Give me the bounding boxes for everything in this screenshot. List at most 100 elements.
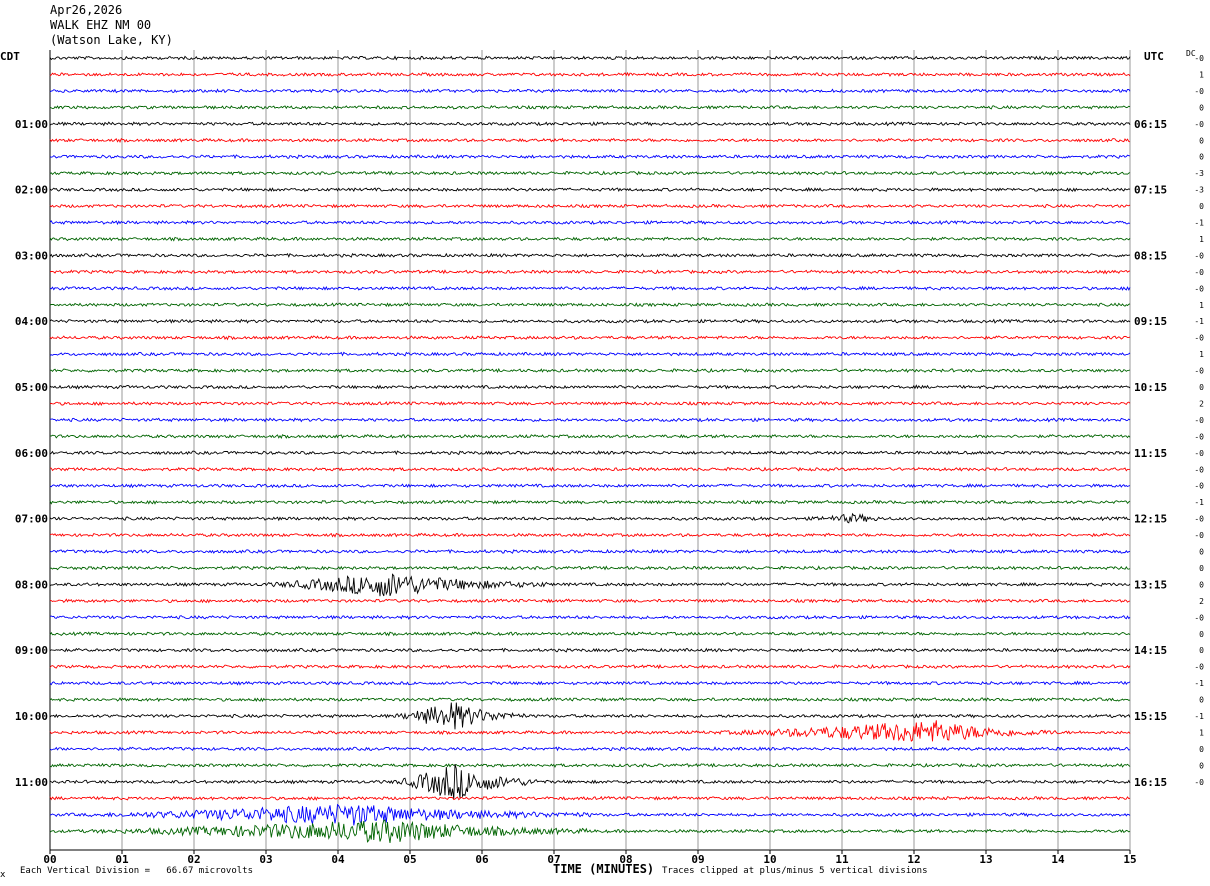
dc-offset-label: 1 [1199,350,1204,359]
seismic-trace [49,203,1131,209]
dc-offset-label: 2 [1199,597,1204,606]
dc-offset-label: 0 [1199,202,1204,211]
x-tick-label: 03 [259,853,272,866]
dc-offset-label: -0 [1194,251,1204,260]
x-tick-label: 01 [115,853,129,866]
seismic-trace [49,318,1131,324]
cdt-hour-label: 06:00 [15,447,48,460]
dc-offset-label: 0 [1199,564,1204,573]
dc-offset-label: -0 [1194,778,1204,787]
seismic-trace [49,532,1131,538]
cdt-hour-label: 11:00 [15,776,48,789]
seismic-trace [49,219,1131,226]
dc-offset-label: -0 [1194,482,1204,491]
seismic-trace [49,803,1131,826]
seismic-trace [49,170,1131,176]
x-tick-label: 14 [1051,853,1065,866]
seismic-trace [49,720,1131,742]
dc-offset-label: -1 [1194,317,1204,326]
utc-hour-label: 06:15 [1134,118,1167,131]
seismic-trace [49,548,1131,554]
seismic-trace [49,614,1131,620]
dc-offset-label: -0 [1194,54,1204,63]
dc-offset-label: 0 [1199,103,1204,112]
dc-offset-label: 1 [1199,235,1204,244]
seismic-trace [49,104,1131,110]
seismic-trace [49,450,1131,456]
x-tick-label: 07 [547,853,560,866]
station-location: (Watson Lake, KY) [50,33,173,47]
seismic-trace [49,565,1131,571]
utc-hour-label: 14:15 [1134,644,1167,657]
station-id: WALK EHZ NM 00 [50,18,152,32]
dc-offset-label: 0 [1199,153,1204,162]
utc-hour-label: 11:15 [1134,447,1167,460]
cdt-hour-label: 09:00 [15,644,48,657]
x-tick-label: 08 [619,853,632,866]
right-timezone-label: UTC [1144,50,1164,63]
dc-offset-label: 1 [1199,70,1204,79]
seismic-trace [49,697,1131,703]
cdt-hour-label: 02:00 [15,184,48,197]
cdt-hour-label: 04:00 [15,315,48,328]
seismic-trace [49,762,1131,768]
seismic-trace [49,819,1131,843]
dc-offset-label: 2 [1199,399,1204,408]
seismic-trace [49,483,1131,489]
dc-offset-label: -1 [1194,712,1204,721]
dc-offset-label: -0 [1194,367,1204,376]
seismic-trace [49,154,1131,160]
x-tick-label: 12 [907,853,920,866]
seismic-trace [49,680,1131,686]
cdt-hour-label: 01:00 [15,118,48,131]
seismic-trace [49,400,1131,407]
seismic-trace [49,285,1131,291]
dc-offset-label: 1 [1199,728,1204,737]
dc-offset-label: 0 [1199,745,1204,754]
seismic-trace [49,121,1131,127]
dc-offset-label: -0 [1194,613,1204,622]
utc-hour-label: 13:15 [1134,578,1167,591]
seismic-trace [49,466,1131,472]
seismic-trace [49,252,1131,258]
dc-offset-label: 0 [1199,761,1204,770]
dc-offset-label: -0 [1194,268,1204,277]
seismic-trace [49,795,1131,801]
seismic-trace [49,702,1131,730]
seismic-trace [49,384,1131,390]
seismic-trace [49,55,1131,61]
x-tick-label: 06 [475,853,489,866]
seismic-trace [49,746,1131,752]
cdt-hour-label: 08:00 [15,578,48,591]
seismic-trace [49,88,1131,94]
dc-offset-label: 0 [1199,580,1204,589]
seismic-trace [49,499,1131,505]
seismic-trace [49,269,1131,275]
dc-offset-label: -3 [1194,169,1204,178]
x-tick-label: 05 [403,853,416,866]
utc-hour-label: 15:15 [1134,710,1167,723]
utc-hour-label: 09:15 [1134,315,1167,328]
dc-offset-label: -0 [1194,87,1204,96]
seismic-trace [49,598,1131,604]
seismic-trace [49,417,1131,423]
dc-offset-label: -0 [1194,531,1204,540]
dc-offset-label: -1 [1194,498,1204,507]
x-tick-label: 15 [1123,853,1136,866]
seismic-trace [49,71,1131,78]
seismic-trace [49,664,1131,670]
x-tick-label: 11 [835,853,849,866]
cdt-hour-label: 03:00 [15,249,48,262]
dc-offset-header: DC [1186,49,1196,58]
dc-offset-label: 0 [1199,136,1204,145]
dc-offset-label: -0 [1194,515,1204,524]
seismic-trace [49,647,1131,653]
dc-offset-label: -3 [1194,186,1204,195]
utc-hour-label: 07:15 [1134,184,1167,197]
dc-offset-label: -0 [1194,663,1204,672]
dc-offset-label: -1 [1194,679,1204,688]
dc-offset-label: 0 [1199,383,1204,392]
dc-offset-label: 1 [1199,301,1204,310]
dc-offset-label: 0 [1199,548,1204,557]
